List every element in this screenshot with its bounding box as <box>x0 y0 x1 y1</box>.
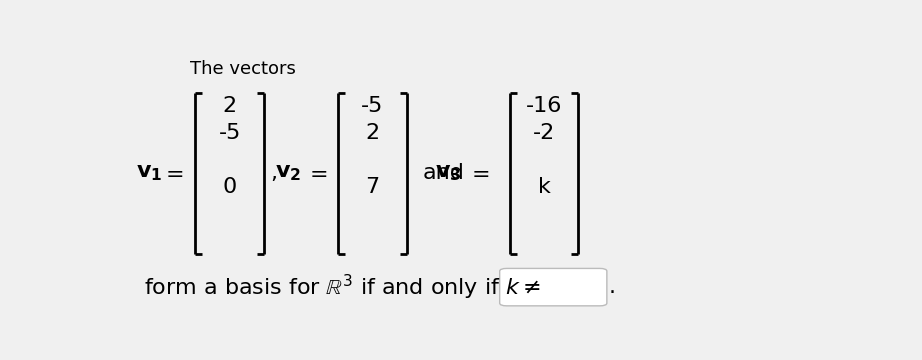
Text: $=$: $=$ <box>467 163 490 184</box>
Text: The vectors: The vectors <box>190 60 296 78</box>
Text: 7: 7 <box>365 177 380 197</box>
Text: 0: 0 <box>222 177 237 197</box>
Text: k: k <box>538 177 550 197</box>
Text: -5: -5 <box>361 96 384 117</box>
Text: $\mathbf{v_3}$: $\mathbf{v_3}$ <box>435 163 461 184</box>
Text: $=$: $=$ <box>305 163 328 184</box>
Text: -5: -5 <box>219 123 241 143</box>
Text: $\mathbf{v_2}$: $\mathbf{v_2}$ <box>275 163 301 184</box>
Text: 2: 2 <box>365 123 380 143</box>
Text: $\mathbf{v_1}$: $\mathbf{v_1}$ <box>136 163 162 184</box>
Text: form a basis for $\mathbb{R}^3$ if and only if $k\neq$: form a basis for $\mathbb{R}^3$ if and o… <box>144 273 540 302</box>
Text: and: and <box>422 163 465 184</box>
Text: -2: -2 <box>533 123 555 143</box>
Text: $,$: $,$ <box>270 163 278 184</box>
Text: 2: 2 <box>222 96 237 117</box>
Text: $=$: $=$ <box>161 163 183 184</box>
FancyBboxPatch shape <box>500 269 607 306</box>
Text: -16: -16 <box>526 96 562 117</box>
Text: .: . <box>609 277 615 297</box>
